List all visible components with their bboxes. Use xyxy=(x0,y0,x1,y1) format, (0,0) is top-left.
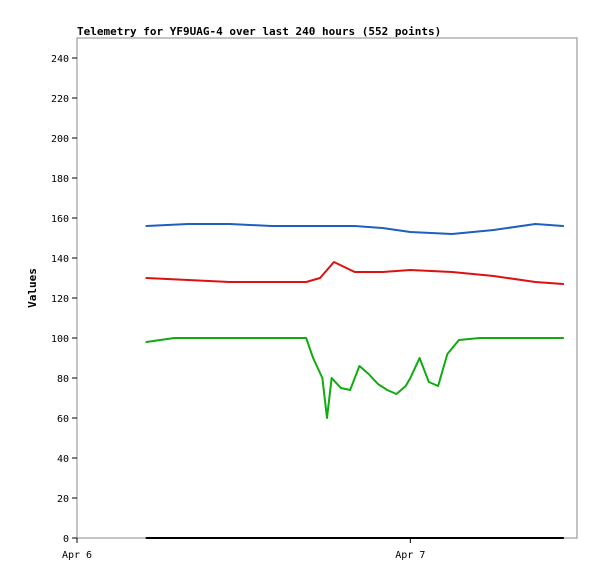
y-tick-label: 20 xyxy=(57,494,69,505)
y-tick-label: 180 xyxy=(51,174,69,185)
y-tick-label: 80 xyxy=(57,374,69,385)
y-tick-label: 40 xyxy=(57,454,69,465)
chart-title: Telemetry for YF9UAG-4 over last 240 hou… xyxy=(77,25,441,38)
series-line-2 xyxy=(145,337,565,419)
y-tick-label: 60 xyxy=(57,414,69,425)
plot-area xyxy=(76,37,578,539)
y-axis-label: Values xyxy=(26,268,39,308)
series-layer xyxy=(145,223,565,539)
series-line-1 xyxy=(145,261,565,285)
y-axis: 0 20 40 60 80 100 120 140 160 180 200 220 240 xyxy=(51,54,77,545)
series-line-0 xyxy=(145,223,565,235)
y-tick-label: 160 xyxy=(51,214,69,225)
y-tick-label: 220 xyxy=(51,94,69,105)
y-tick-label: 240 xyxy=(51,54,69,65)
y-tick-label: 0 xyxy=(63,534,69,545)
y-tick-label: 100 xyxy=(51,334,69,345)
x-axis: Apr 6 Apr 7 xyxy=(62,538,425,561)
x-tick-label: Apr 7 xyxy=(395,550,425,561)
y-tick-label: 140 xyxy=(51,254,69,265)
y-tick-label: 120 xyxy=(51,294,69,305)
y-tick-label: 200 xyxy=(51,134,69,145)
x-tick-label: Apr 6 xyxy=(62,550,92,561)
